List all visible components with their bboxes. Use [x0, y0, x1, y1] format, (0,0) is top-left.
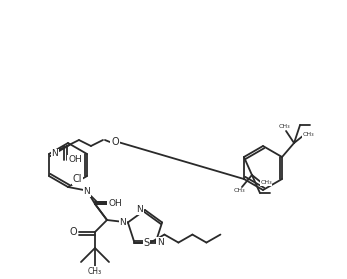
Text: OH: OH	[108, 199, 122, 208]
Text: N: N	[157, 238, 164, 247]
Text: CH₃: CH₃	[278, 124, 290, 129]
Text: OH: OH	[110, 199, 124, 208]
Text: N: N	[119, 218, 126, 227]
Text: CH₃: CH₃	[233, 189, 245, 194]
Text: S: S	[143, 237, 150, 247]
Text: CH₃: CH₃	[302, 133, 314, 138]
Text: N: N	[52, 150, 58, 158]
Text: O: O	[69, 227, 77, 237]
Text: N: N	[84, 187, 90, 196]
Text: CH₃: CH₃	[88, 266, 102, 275]
Text: N: N	[137, 206, 143, 215]
Text: Cl: Cl	[72, 174, 82, 184]
Text: O: O	[111, 137, 119, 147]
Text: CH₃: CH₃	[260, 181, 272, 186]
Text: OH: OH	[68, 155, 82, 165]
